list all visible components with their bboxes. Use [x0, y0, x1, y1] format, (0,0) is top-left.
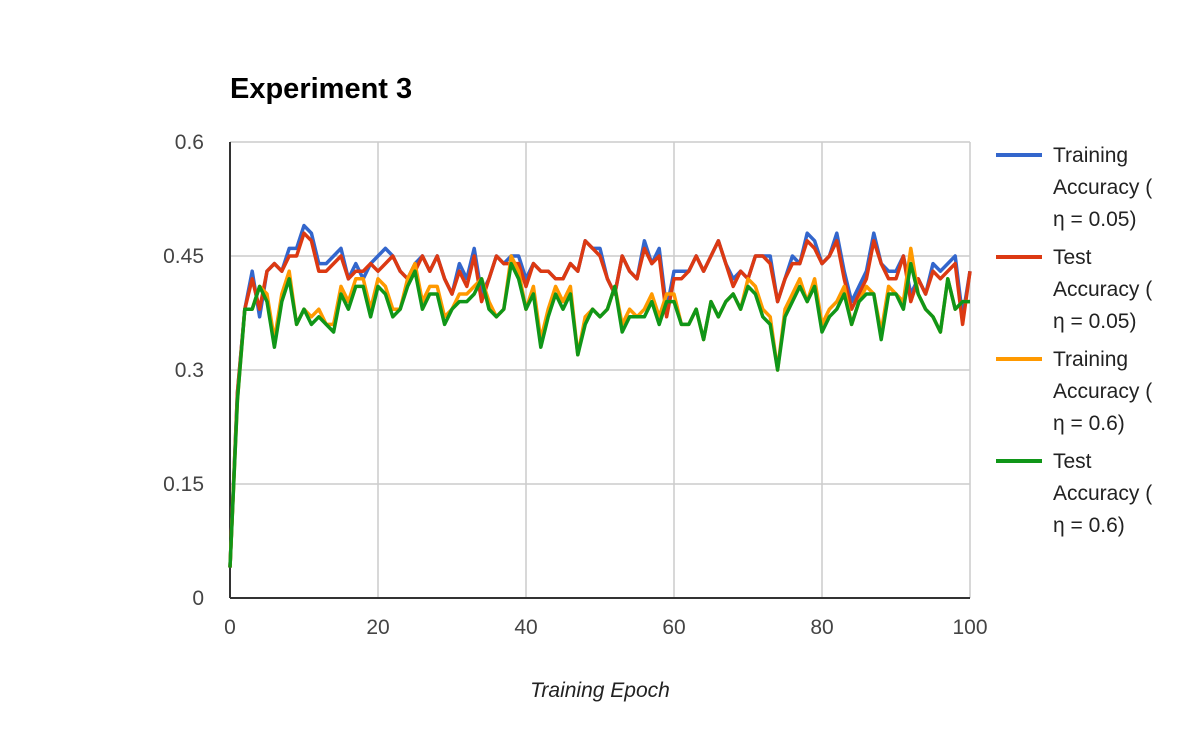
legend-label: Training	[1053, 348, 1128, 371]
legend-item-2: Test Accuracy ( η = 0.05)	[996, 246, 1152, 333]
legend-label: Accuracy (	[1053, 380, 1152, 403]
x-axis-ticks: 0 20 40 60 80 100	[224, 616, 987, 639]
chart-title: Experiment 3	[230, 73, 412, 105]
x-tick-label: 40	[514, 616, 537, 639]
x-tick-label: 80	[810, 616, 833, 639]
legend-item-1: Training Accuracy ( η = 0.05)	[996, 144, 1152, 231]
grid	[230, 141, 971, 598]
x-tick-label: 60	[662, 616, 685, 639]
legend-label: Training	[1053, 144, 1128, 167]
y-axis-ticks: 0 0.15 0.3 0.45 0.6	[163, 131, 204, 610]
legend-item-4: Test Accuracy ( η = 0.6)	[996, 450, 1152, 537]
legend-label: η = 0.05)	[1053, 310, 1136, 333]
legend-label: Accuracy (	[1053, 278, 1152, 301]
x-axis-label: Training Epoch	[530, 679, 670, 702]
y-tick-label: 0	[192, 587, 204, 610]
y-tick-label: 0.15	[163, 473, 204, 496]
y-tick-label: 0.6	[175, 131, 204, 154]
series-line-1	[228, 223, 972, 568]
y-tick-label: 0.45	[163, 245, 204, 268]
legend-label: Accuracy (	[1053, 176, 1152, 199]
legend-label: η = 0.05)	[1053, 208, 1136, 231]
legend: Training Accuracy ( η = 0.05) Test Accuracy …	[996, 144, 1152, 537]
axes	[229, 142, 970, 599]
legend-label: η = 0.6)	[1053, 412, 1125, 435]
y-tick-label: 0.3	[175, 359, 204, 382]
legend-label: η = 0.6)	[1053, 514, 1125, 537]
legend-item-3: Training Accuracy ( η = 0.6)	[996, 348, 1152, 435]
legend-label: Accuracy (	[1053, 482, 1152, 505]
x-tick-label: 20	[366, 616, 389, 639]
series-lines	[228, 223, 972, 568]
legend-label: Test	[1053, 246, 1092, 269]
x-tick-label: 100	[952, 616, 987, 639]
x-tick-label: 0	[224, 616, 236, 639]
series-line-4	[228, 261, 970, 568]
series-line-2	[228, 231, 972, 568]
legend-label: Test	[1053, 450, 1092, 473]
